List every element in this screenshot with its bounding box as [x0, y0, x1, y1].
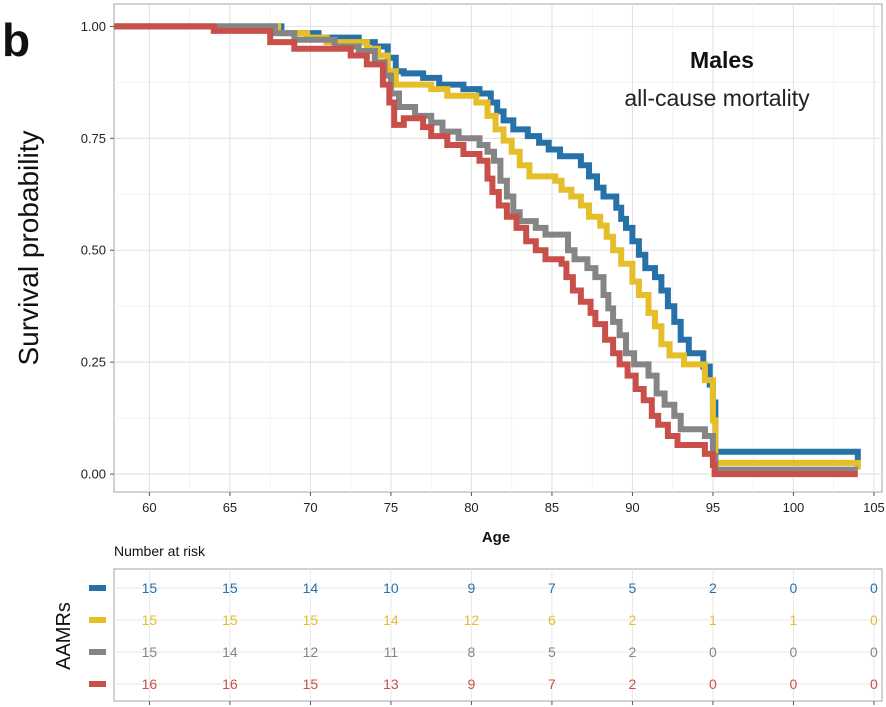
plot-panel: [113, 3, 883, 493]
risk-count: 1: [790, 612, 798, 628]
risk-count: 2: [629, 644, 637, 660]
risk-count: 15: [142, 580, 158, 596]
risk-count: 14: [222, 644, 238, 660]
survival-line-1: [114, 23, 861, 461]
y-tick-label: 0.25: [81, 355, 106, 370]
risk-count: 2: [629, 676, 637, 692]
risk-count: 0: [790, 676, 798, 692]
risk-count: 12: [464, 612, 480, 628]
risk-count: 1: [709, 612, 717, 628]
x-tick-label: 70: [303, 500, 317, 515]
risk-table: 15 15 14 10 9 7 5 2 0 015 15 15 14 12 6 2 1 1 015 14 12 11 8 5 2…: [89, 580, 878, 692]
chart-subtitle: all-cause mortality: [624, 85, 810, 111]
survival-line-2: [114, 23, 861, 470]
risk-count: 0: [709, 676, 717, 692]
x-axis-label: Age: [482, 529, 510, 546]
risk-count: 16: [222, 676, 238, 692]
risk-count: 15: [222, 580, 238, 596]
x-tick-label: 105: [863, 500, 885, 515]
risk-count: 0: [870, 612, 878, 628]
survival-line-3: [114, 23, 858, 473]
risk-table-title: Number at risk: [114, 543, 206, 559]
x-tick-label: 100: [783, 500, 805, 515]
risk-count: 15: [222, 612, 238, 628]
risk-table-panel: [113, 568, 883, 702]
risk-count: 0: [870, 676, 878, 692]
risk-count: 16: [142, 676, 158, 692]
x-tick-label: 60: [142, 500, 156, 515]
risk-count: 15: [142, 644, 158, 660]
panel-letter: b: [2, 14, 30, 66]
x-tick-label: 85: [545, 500, 559, 515]
risk-count: 12: [303, 644, 319, 660]
x-tick-label: 80: [464, 500, 478, 515]
grid: [114, 4, 882, 492]
risk-count: 11: [384, 644, 399, 660]
risk-count: 0: [870, 580, 878, 596]
risk-count: 15: [142, 612, 158, 628]
risk-count: 5: [629, 580, 637, 596]
risk-count: 15: [303, 676, 319, 692]
risk-count: 9: [468, 676, 476, 692]
risk-count: 0: [709, 644, 717, 660]
risk-count: 0: [870, 644, 878, 660]
risk-count: 10: [383, 580, 399, 596]
x-axis: 60 65 70 75 80 85 90 95 100 105: [142, 492, 885, 515]
survival-line-4: [114, 23, 858, 478]
risk-count: 7: [548, 580, 556, 596]
risk-count: 0: [790, 644, 798, 660]
x-tick-label: 90: [625, 500, 639, 515]
x-tick-label: 95: [706, 500, 720, 515]
risk-table-grid: [114, 569, 882, 705]
risk-table-ylabel: AAMRs: [53, 602, 75, 670]
risk-count: 7: [548, 676, 556, 692]
risk-count: 5: [548, 644, 556, 660]
x-tick-label: 65: [223, 500, 237, 515]
risk-count: 2: [709, 580, 717, 596]
y-tick-label: 1.00: [81, 19, 106, 34]
risk-count: 6: [548, 612, 556, 628]
y-tick-label: 0.75: [81, 131, 106, 146]
risk-count: 14: [303, 580, 319, 596]
risk-count: 0: [790, 580, 798, 596]
risk-count: 8: [468, 644, 476, 660]
risk-count: 14: [383, 612, 399, 628]
y-axis-label: Survival probability: [13, 131, 44, 366]
x-tick-label: 75: [384, 500, 398, 515]
risk-count: 9: [468, 580, 476, 596]
y-axis: 0.00 0.25 0.50 0.75 1.00: [81, 19, 114, 482]
risk-count: 15: [303, 612, 319, 628]
risk-count: 2: [629, 612, 637, 628]
series-group: [114, 23, 861, 478]
y-tick-label: 0.00: [81, 467, 106, 482]
y-tick-label: 0.50: [81, 243, 106, 258]
risk-count: 13: [383, 676, 399, 692]
chart-title: Males: [690, 47, 754, 73]
